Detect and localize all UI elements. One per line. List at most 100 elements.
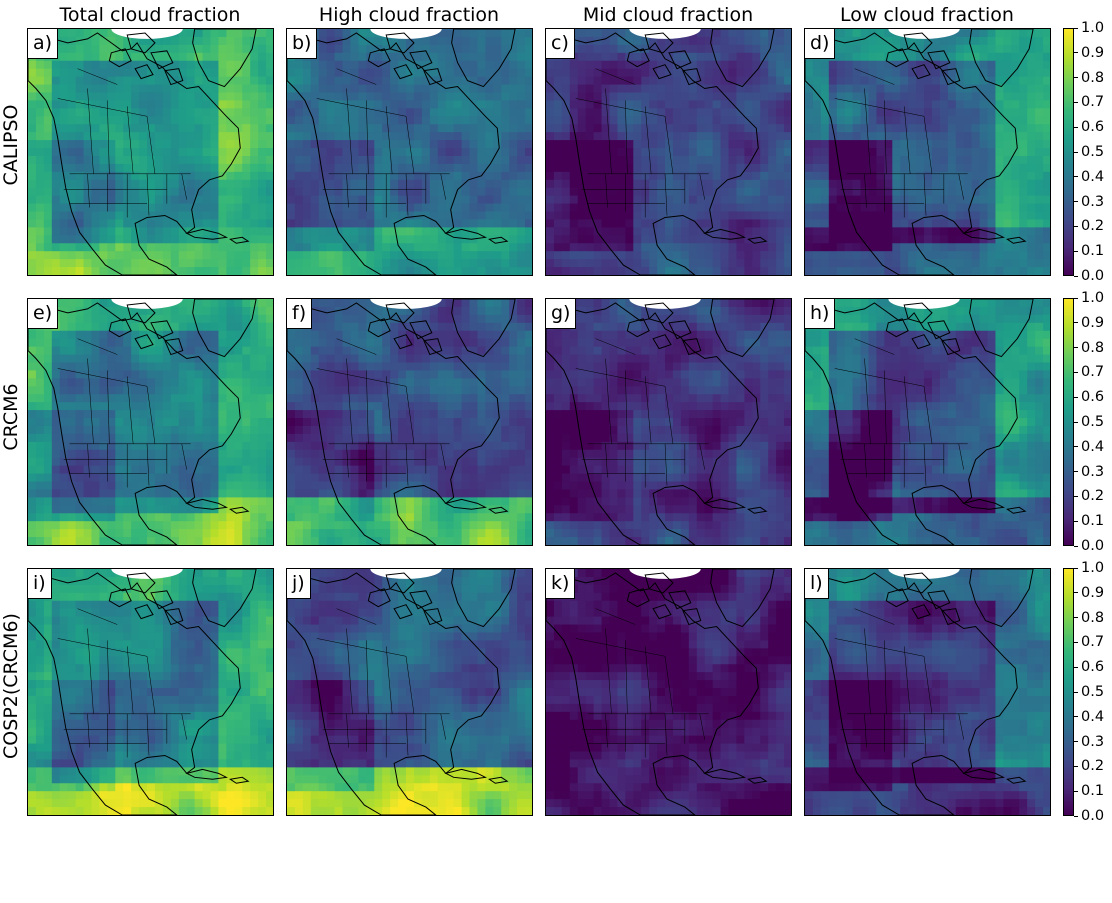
field-cell xyxy=(577,148,587,157)
field-cell xyxy=(51,330,61,340)
field-cell xyxy=(350,171,360,181)
field-cell xyxy=(83,457,93,467)
field-cell xyxy=(374,227,383,236)
field-cell xyxy=(812,187,822,197)
field-cell xyxy=(609,203,619,213)
field-cell xyxy=(242,227,251,236)
field-cell xyxy=(485,227,494,236)
field-cell xyxy=(939,243,949,252)
field-cell xyxy=(665,68,674,78)
field-cell xyxy=(955,116,965,125)
field-cell xyxy=(744,100,753,109)
field-cell xyxy=(162,259,172,268)
field-cell xyxy=(83,410,93,419)
field-cell xyxy=(123,346,132,356)
field-cell xyxy=(147,306,156,316)
field-cell xyxy=(876,84,885,94)
field-cell xyxy=(210,29,220,38)
field-cell xyxy=(234,354,243,364)
field-cell xyxy=(202,473,212,483)
field-cell xyxy=(852,243,862,252)
field-cell xyxy=(67,338,77,348)
field-cell xyxy=(154,362,164,372)
field-cell xyxy=(509,179,518,189)
field-cell xyxy=(258,441,267,451)
field-cell xyxy=(593,116,603,125)
field-cell xyxy=(1003,36,1012,46)
field-cell xyxy=(123,497,132,506)
field-cell xyxy=(704,29,714,38)
field-cell xyxy=(234,362,243,372)
field-cell xyxy=(334,52,344,62)
field-cell xyxy=(485,29,494,38)
field-cell xyxy=(162,163,172,173)
field-cell xyxy=(139,132,148,141)
field-cell xyxy=(28,187,37,197)
field-cell xyxy=(501,68,510,78)
field-cell xyxy=(234,243,243,252)
field-cell xyxy=(186,60,196,70)
field-cell xyxy=(302,179,312,189)
field-cell xyxy=(131,179,140,189)
field-cell xyxy=(688,259,698,268)
field-cell xyxy=(413,92,423,102)
field-cell xyxy=(844,132,854,141)
field-cell xyxy=(453,148,463,157)
field-cell xyxy=(99,497,108,506)
field-cell xyxy=(83,465,93,475)
field-cell xyxy=(812,108,822,117)
field-cell xyxy=(585,140,595,149)
field-cell xyxy=(35,76,45,86)
field-cell xyxy=(768,29,777,38)
field-cell xyxy=(720,148,730,157)
state-border xyxy=(595,68,636,85)
field-cell xyxy=(553,203,563,213)
field-cell xyxy=(924,211,933,221)
field-cell xyxy=(266,116,273,125)
field-cell xyxy=(266,330,273,340)
field-cell xyxy=(680,36,690,46)
field-cell xyxy=(366,171,375,181)
field-cell xyxy=(413,52,423,62)
field-cell xyxy=(947,132,957,141)
field-cell xyxy=(469,52,479,62)
field-cell xyxy=(302,148,312,157)
field-cell xyxy=(99,171,108,181)
field-cell xyxy=(916,52,925,62)
field-cell xyxy=(186,402,196,411)
field-cell xyxy=(517,92,526,102)
field-cell xyxy=(123,505,132,514)
field-cell xyxy=(287,140,296,149)
field-cell xyxy=(67,441,77,451)
field-cell xyxy=(162,195,172,205)
field-cell xyxy=(696,92,706,102)
field-cell xyxy=(1011,267,1020,275)
field-cell xyxy=(517,251,526,260)
field-cell xyxy=(178,227,188,236)
field-cell xyxy=(131,155,140,165)
field-cell xyxy=(131,513,140,522)
field-cell xyxy=(202,84,212,94)
field-cell xyxy=(665,132,674,141)
field-cell xyxy=(776,155,785,165)
field-cell xyxy=(91,299,101,308)
field-cell xyxy=(688,227,698,236)
field-cell xyxy=(760,140,769,149)
field-cell xyxy=(366,60,375,70)
field-cell xyxy=(892,100,901,109)
field-cell xyxy=(186,92,196,102)
field-cell xyxy=(963,116,973,125)
field-cell xyxy=(860,132,870,141)
field-cell xyxy=(318,259,328,268)
field-cell xyxy=(366,227,375,236)
field-cell xyxy=(178,100,188,109)
field-cell xyxy=(728,84,738,94)
field-cell xyxy=(218,418,227,427)
field-cell xyxy=(202,402,212,411)
field-cell xyxy=(28,449,37,459)
field-cell xyxy=(302,203,312,213)
field-cell xyxy=(350,68,360,78)
field-cell xyxy=(186,306,196,316)
field-cell xyxy=(413,116,423,125)
field-cell xyxy=(546,195,555,205)
